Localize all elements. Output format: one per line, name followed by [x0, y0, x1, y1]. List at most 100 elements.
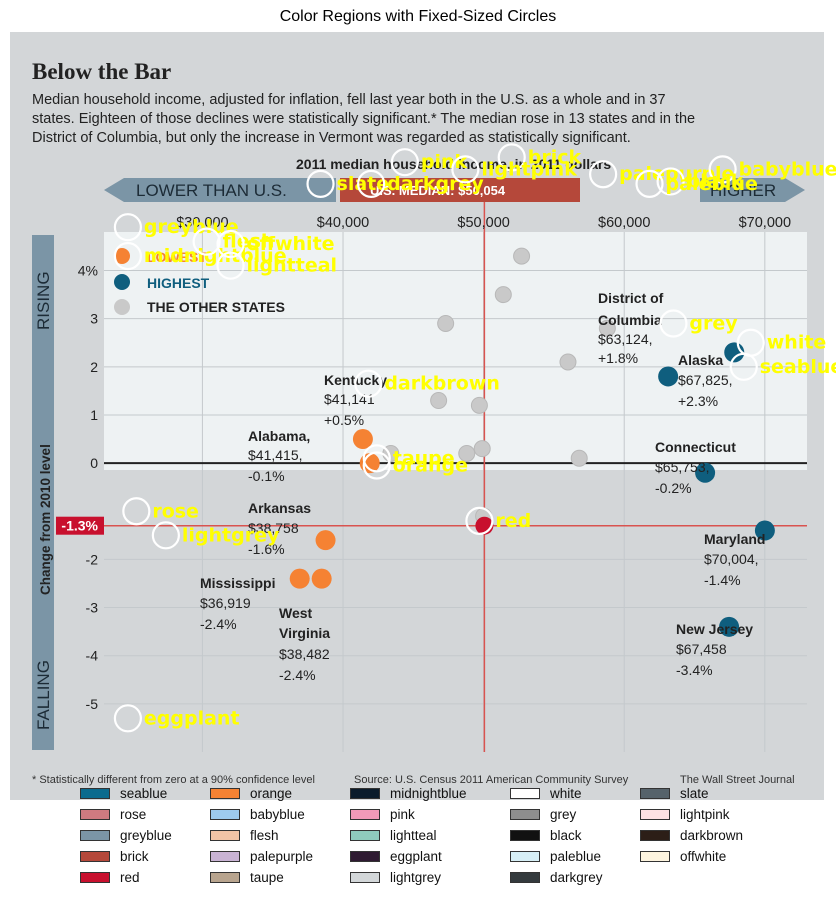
- region-label: offwhite: [247, 233, 335, 255]
- data-points: [289, 247, 775, 637]
- callout-mississippi-change: -2.4%: [200, 616, 237, 632]
- region-marker-ring: [357, 169, 386, 198]
- region-label: darkgrey: [387, 173, 484, 195]
- legend-label: flesh: [250, 828, 279, 843]
- legend-label: offwhite: [680, 849, 727, 864]
- legend-item: babyblue: [210, 804, 313, 825]
- data-point: [494, 286, 512, 304]
- region-label: lightpink: [481, 158, 577, 180]
- callout-wv-value: $38,482: [279, 646, 330, 662]
- legend-label: lightteal: [390, 828, 437, 843]
- callout-alaska: Alaska $67,825, +2.3%: [678, 352, 733, 409]
- region-label: taupe: [393, 447, 455, 469]
- callout-maryland: Maryland $70,004, -1.4%: [704, 531, 765, 588]
- x-tick-labels: $30,000 $40,000 $50,000 $60,000 $70,000: [176, 215, 791, 231]
- callout-alaska-value: $67,825,: [678, 372, 733, 388]
- legend-lowest-label: LOWEST: [147, 249, 207, 265]
- legend-label: white: [550, 786, 582, 801]
- data-point: [437, 314, 455, 332]
- subtitle-line-1: Median household income, adjusted for in…: [32, 92, 666, 108]
- credit: The Wall Street Journal: [680, 774, 795, 786]
- legend-item: taupe: [210, 867, 313, 888]
- region-label: darkbrown: [384, 373, 500, 395]
- legend-highest-label: HIGHEST: [147, 275, 210, 291]
- legend-swatch: [510, 851, 540, 862]
- data-point: [570, 449, 588, 467]
- legend-lowest-dot: [114, 248, 130, 264]
- rising-label: RISING: [34, 271, 53, 330]
- footnote: * Statistically different from zero at a…: [32, 774, 315, 786]
- legend-label: paleblue: [550, 849, 602, 864]
- legend-item: paleblue: [510, 846, 603, 867]
- legend-item: grey: [510, 804, 603, 825]
- region-marker-ring: [465, 506, 494, 535]
- callout-wv-change: -2.4%: [279, 667, 316, 683]
- callout-wv-name-2: Virginia: [279, 625, 330, 641]
- legend-item: darkbrown: [640, 825, 743, 846]
- x-tick-label: $50,000: [457, 215, 509, 231]
- chart-canvas: Below the Bar Median household income, a…: [10, 32, 836, 800]
- legend-column: midnightblue pink lightteal eggplant lightgr…: [350, 783, 467, 888]
- callout-alaska-change: +2.3%: [678, 393, 718, 409]
- data-point: [598, 319, 616, 337]
- region-marker-ring: [113, 704, 143, 733]
- callout-nj-value: $67,458: [676, 641, 727, 657]
- region-label: white: [767, 332, 827, 354]
- region-label: red: [495, 510, 531, 532]
- legend-item: offwhite: [640, 846, 743, 867]
- callout-connecticut-name: Connecticut: [655, 439, 736, 455]
- legend-swatch: [80, 788, 110, 799]
- y-tick-label: 1: [90, 407, 98, 423]
- callout-mississippi-value: $36,919: [200, 595, 251, 611]
- plot-panel-lower: [104, 470, 807, 752]
- region-marker-ring: [216, 251, 245, 280]
- region-marker-ring: [708, 155, 737, 184]
- legend-swatch: [210, 830, 240, 841]
- legend-swatch: [510, 788, 540, 799]
- grid-lines: [56, 202, 807, 752]
- legend-swatch: [80, 809, 110, 820]
- callout-alabama-change: -0.1%: [248, 468, 285, 484]
- data-point: [315, 530, 336, 551]
- region-marker-ring: [151, 521, 180, 550]
- callout-dc: District of Columbia $63,124, +1.8%: [598, 290, 664, 366]
- infographic-headline: Below the Bar: [32, 59, 171, 84]
- region-label: rose: [152, 500, 199, 522]
- legend-swatch: [640, 830, 670, 841]
- legend-item: lightgrey: [350, 867, 467, 888]
- legend-item: white: [510, 783, 603, 804]
- data-point: [470, 396, 488, 414]
- region-label: black: [687, 170, 744, 192]
- callout-maryland-name: Maryland: [704, 531, 765, 547]
- callout-dc-value: $63,124,: [598, 331, 653, 347]
- legend-label: black: [550, 828, 582, 843]
- plot-panel: [104, 232, 807, 470]
- callout-dc-name: District of: [598, 290, 664, 306]
- region-label: flesh: [223, 231, 275, 253]
- legend-label: darkgrey: [550, 870, 603, 885]
- callout-dc-change: +1.8%: [598, 350, 638, 366]
- region-marker-ring: [306, 169, 335, 198]
- region-marker-ring: [354, 369, 383, 398]
- region-marker-ring: [659, 309, 688, 338]
- lower-arrow-banner: [104, 178, 336, 202]
- legend-swatch: [510, 809, 540, 820]
- region-marker-ring: [362, 451, 391, 480]
- y-tick-label: 0: [90, 455, 98, 471]
- region-label: lightteal: [247, 255, 338, 277]
- legend-item: orange: [210, 783, 313, 804]
- legend-swatch: [210, 788, 240, 799]
- region-label: eggplant: [144, 707, 240, 729]
- y-tick-label: -1.3%: [61, 518, 98, 534]
- legend-item: greyblue: [80, 825, 172, 846]
- y-tick-label: -5: [86, 696, 99, 712]
- callout-mississippi: Mississippi $36,919 -2.4%: [200, 575, 275, 632]
- region-label: slate: [337, 173, 390, 195]
- legend-swatch: [350, 809, 380, 820]
- legend-other-dot: [114, 299, 130, 315]
- callout-new-jersey: New Jersey $67,458 -3.4%: [676, 621, 753, 678]
- callout-dc-name-2: Columbia: [598, 312, 662, 328]
- callout-nj-change: -3.4%: [676, 662, 713, 678]
- subtitle-line-2: states. Eighteen of those declines were …: [32, 111, 695, 127]
- region-label: palepurple: [619, 163, 734, 185]
